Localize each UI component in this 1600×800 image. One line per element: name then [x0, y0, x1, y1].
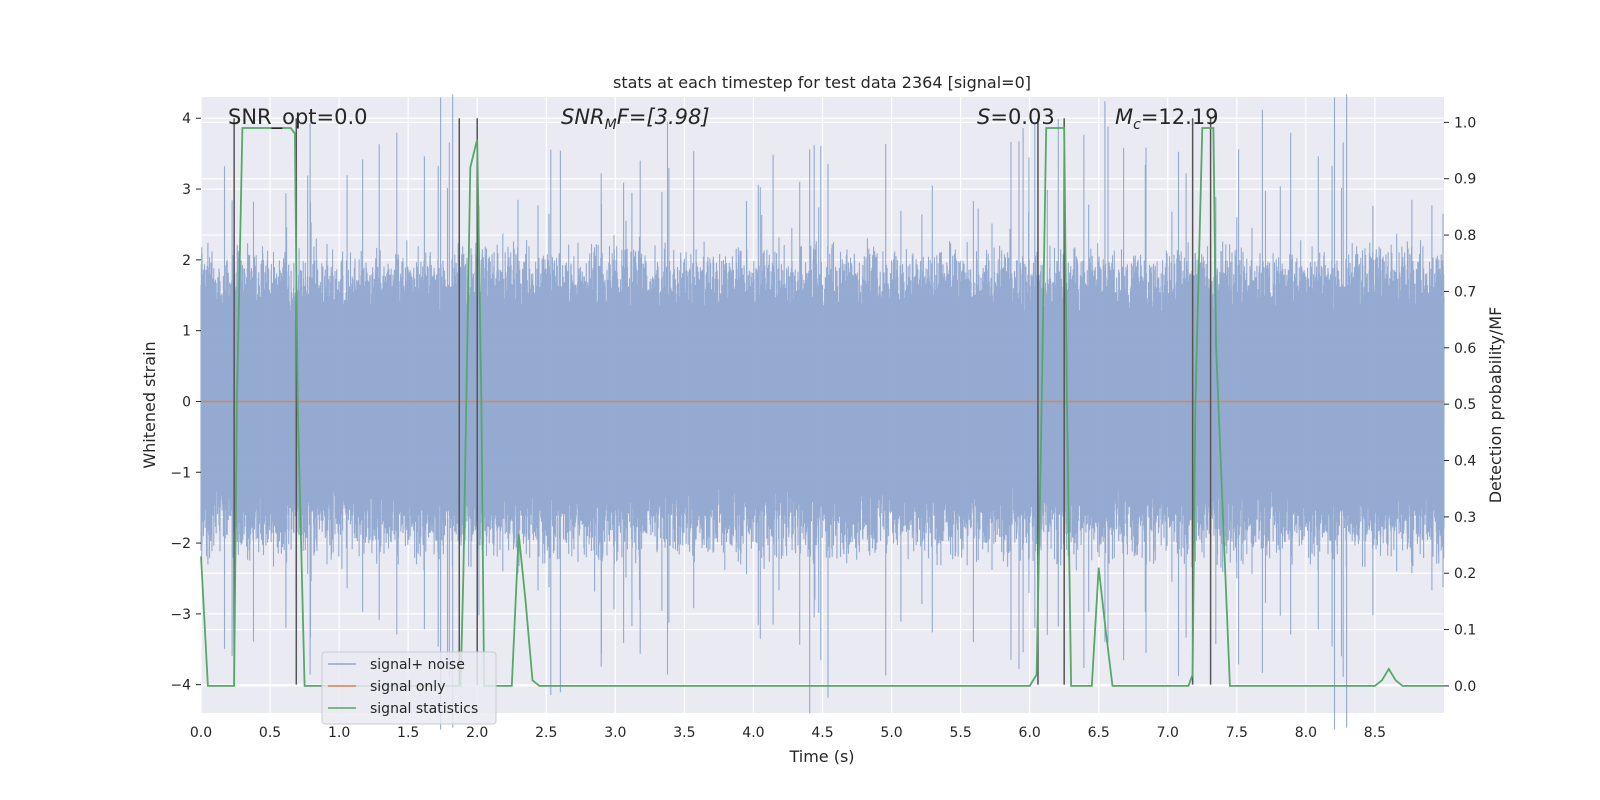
- y2-tick-label-7: 0.3: [1454, 510, 1476, 526]
- y-ticks: 4 3 2 1 0 −1 −2 −3 −4: [170, 111, 201, 694]
- annotation-s-main: S: [977, 105, 990, 129]
- y2-axis-label: Detection probability/MF: [1486, 307, 1505, 504]
- annotation-snr-mf-main: SNR: [561, 105, 605, 129]
- annotation-mc-main: M: [1115, 105, 1133, 129]
- x-tick-label-6: 3.0: [604, 725, 626, 741]
- annotation-mc: Mc=12.19: [1115, 105, 1219, 133]
- x-tick-label-17: 8.5: [1364, 725, 1386, 741]
- x-tick-label-14: 7.0: [1157, 725, 1179, 741]
- annotation-s-rest: =0.03: [990, 105, 1054, 129]
- y-tick-label-4: 0: [182, 394, 191, 410]
- y-tick-label-1: 3: [182, 182, 191, 198]
- x-tick-label-7: 3.5: [673, 725, 695, 741]
- y2-tick-label-5: 0.5: [1454, 397, 1476, 413]
- chart-title: stats at each timestep for test data 236…: [613, 73, 1031, 92]
- legend-label-signal-statistics: signal statistics: [370, 701, 478, 717]
- x-tick-label-3: 1.5: [397, 725, 419, 741]
- legend-label-signal-plus-noise: signal+ noise: [370, 657, 465, 673]
- y-tick-label-6: −2: [170, 536, 191, 552]
- y-tick-label-5: −1: [170, 465, 191, 481]
- annotation-mc-sub: c: [1133, 117, 1141, 133]
- signal-statistics-line: [200, 127, 1444, 687]
- y2-tick-label-4: 0.6: [1454, 341, 1476, 357]
- y2-tick-label-2: 0.8: [1454, 228, 1476, 244]
- y-axis-label: Whitened strain: [140, 341, 159, 468]
- y-tick-label-7: −3: [170, 607, 191, 623]
- x-tick-label-13: 6.5: [1088, 725, 1110, 741]
- x-tick-label-5: 2.5: [535, 725, 557, 741]
- y-tick-label-0: 4: [182, 111, 191, 127]
- x-tick-label-1: 0.5: [259, 725, 281, 741]
- x-tick-label-0: 0.0: [190, 725, 212, 741]
- legend-box: [321, 651, 497, 725]
- y2-tick-label-6: 0.4: [1454, 454, 1476, 470]
- y2-tick-label-8: 0.2: [1454, 566, 1476, 582]
- x-tick-label-4: 2.0: [466, 725, 488, 741]
- y2-tick-label-1: 0.9: [1454, 172, 1476, 188]
- legend-label-signal-only: signal only: [370, 679, 445, 695]
- x-tick-label-12: 6.0: [1019, 725, 1041, 741]
- x-tick-label-11: 5.5: [949, 725, 971, 741]
- annotation-snr-opt: SNR_opt=0.0: [228, 105, 368, 130]
- y2-tick-label-9: 0.1: [1454, 623, 1476, 639]
- series-signal-statistics: [200, 127, 1444, 687]
- x-tick-label-15: 7.5: [1226, 725, 1248, 741]
- x-tick-label-10: 5.0: [880, 725, 902, 741]
- annotation-snr-mf: SNRMF=[3.98]: [561, 105, 710, 133]
- y-tick-label-3: 1: [182, 324, 191, 340]
- y-tick-label-8: −4: [170, 678, 191, 694]
- annotation-snr-mf-rest: F=[3.98]: [617, 105, 710, 129]
- x-tick-label-9: 4.5: [811, 725, 833, 741]
- y-tick-label-2: 2: [182, 253, 191, 269]
- annotation-mc-rest: =12.19: [1141, 105, 1219, 129]
- x-tick-label-16: 8.0: [1295, 725, 1317, 741]
- x-tick-label-2: 1.0: [328, 725, 350, 741]
- y2-tick-label-0: 1.0: [1454, 115, 1476, 131]
- y2-ticks: 1.0 0.9 0.8 0.7 0.6 0.5 0.4 0.3 0.2 0.1 0.0: [1444, 115, 1476, 695]
- y2-tick-label-3: 0.7: [1454, 284, 1476, 300]
- x-ticks: 0.0 0.5 1.0 1.5 2.0 2.5 3.0 3.5 4.0 4.5 5.0 5.5 6.0 6…: [190, 725, 1386, 741]
- x-tick-label-8: 4.0: [742, 725, 764, 741]
- annotation-s: S=0.03: [977, 105, 1055, 129]
- x-axis-label: Time (s): [788, 747, 854, 766]
- y2-tick-label-10: 0.0: [1454, 679, 1476, 695]
- legend: signal+ noise signal only signal statist…: [321, 651, 497, 725]
- vertical-markers: [233, 118, 1212, 685]
- annotation-snr-mf-sub: M: [605, 117, 617, 133]
